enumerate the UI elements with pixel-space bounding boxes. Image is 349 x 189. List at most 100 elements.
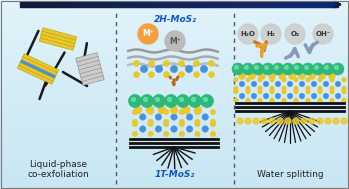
Circle shape [306, 77, 310, 82]
Bar [0, 160, 349, 161]
Bar [23, 2, 24, 7]
Circle shape [258, 98, 262, 103]
Bar [76, 53, 104, 85]
Bar [314, 2, 315, 7]
Bar [102, 2, 103, 7]
Bar [332, 2, 333, 7]
Circle shape [177, 94, 190, 108]
Bar [135, 2, 136, 7]
Circle shape [133, 71, 140, 78]
Text: H₂: H₂ [267, 31, 275, 37]
Bar [192, 2, 193, 7]
Bar [204, 2, 205, 7]
Bar [0, 0, 349, 1]
Bar [219, 2, 220, 7]
Bar [0, 121, 349, 122]
Bar [100, 2, 101, 7]
Bar [20, 2, 21, 7]
Circle shape [282, 89, 287, 94]
Bar [304, 2, 305, 7]
Text: M⁺: M⁺ [169, 36, 181, 46]
Bar [0, 40, 349, 41]
Text: O₂: O₂ [290, 31, 299, 37]
Text: Water splitting: Water splitting [257, 170, 323, 179]
Bar [0, 142, 349, 143]
Bar [0, 170, 349, 171]
Bar [296, 2, 297, 7]
Bar [66, 2, 67, 7]
Bar [155, 2, 156, 7]
Bar [239, 2, 240, 7]
Bar [0, 150, 349, 151]
Bar [0, 95, 349, 96]
Bar [0, 23, 349, 24]
Bar [0, 35, 349, 36]
Bar [20, 60, 56, 78]
Circle shape [263, 93, 269, 99]
Circle shape [163, 121, 169, 127]
Bar [242, 2, 243, 7]
Circle shape [155, 114, 162, 120]
Bar [0, 18, 349, 19]
Bar [0, 56, 349, 57]
Bar [73, 2, 74, 7]
Bar [173, 2, 174, 7]
Bar [89, 2, 90, 7]
Bar [0, 88, 349, 89]
Bar [134, 2, 135, 7]
Circle shape [342, 77, 346, 82]
Bar [328, 2, 329, 7]
Bar [40, 2, 41, 7]
Circle shape [259, 73, 266, 80]
Bar [0, 161, 349, 162]
Bar [156, 2, 157, 7]
Circle shape [128, 94, 141, 108]
Circle shape [306, 89, 310, 94]
Circle shape [232, 63, 244, 75]
Bar [162, 2, 163, 7]
Bar [0, 94, 349, 95]
Circle shape [210, 121, 216, 127]
Circle shape [156, 98, 159, 101]
Bar [0, 166, 349, 167]
Bar [0, 87, 349, 88]
Circle shape [140, 126, 146, 132]
Circle shape [233, 98, 238, 103]
Circle shape [317, 118, 323, 124]
Bar [68, 2, 69, 7]
Circle shape [233, 86, 238, 91]
Bar [0, 175, 349, 176]
Circle shape [179, 121, 185, 127]
Bar [200, 2, 201, 7]
Bar [43, 2, 44, 7]
Bar [187, 2, 188, 7]
Bar [27, 2, 28, 7]
Circle shape [246, 77, 250, 82]
Circle shape [253, 118, 259, 124]
Bar [323, 2, 324, 7]
Bar [0, 109, 349, 110]
Circle shape [233, 77, 238, 82]
Text: H₂O: H₂O [240, 31, 255, 37]
Bar [112, 2, 113, 7]
Bar [39, 28, 77, 50]
Bar [140, 2, 141, 7]
Circle shape [200, 65, 208, 73]
Bar [272, 2, 273, 7]
Circle shape [325, 66, 328, 69]
Bar [0, 176, 349, 177]
Bar [285, 2, 286, 7]
Bar [305, 2, 306, 7]
Circle shape [289, 73, 296, 80]
Bar [289, 2, 290, 7]
Circle shape [277, 118, 283, 124]
Bar [98, 2, 99, 7]
Bar [160, 2, 161, 7]
Bar [148, 2, 149, 7]
Circle shape [183, 106, 190, 114]
Circle shape [318, 86, 322, 91]
Bar [0, 112, 349, 113]
Bar [141, 2, 142, 7]
Bar [0, 141, 349, 142]
Bar [0, 92, 349, 93]
